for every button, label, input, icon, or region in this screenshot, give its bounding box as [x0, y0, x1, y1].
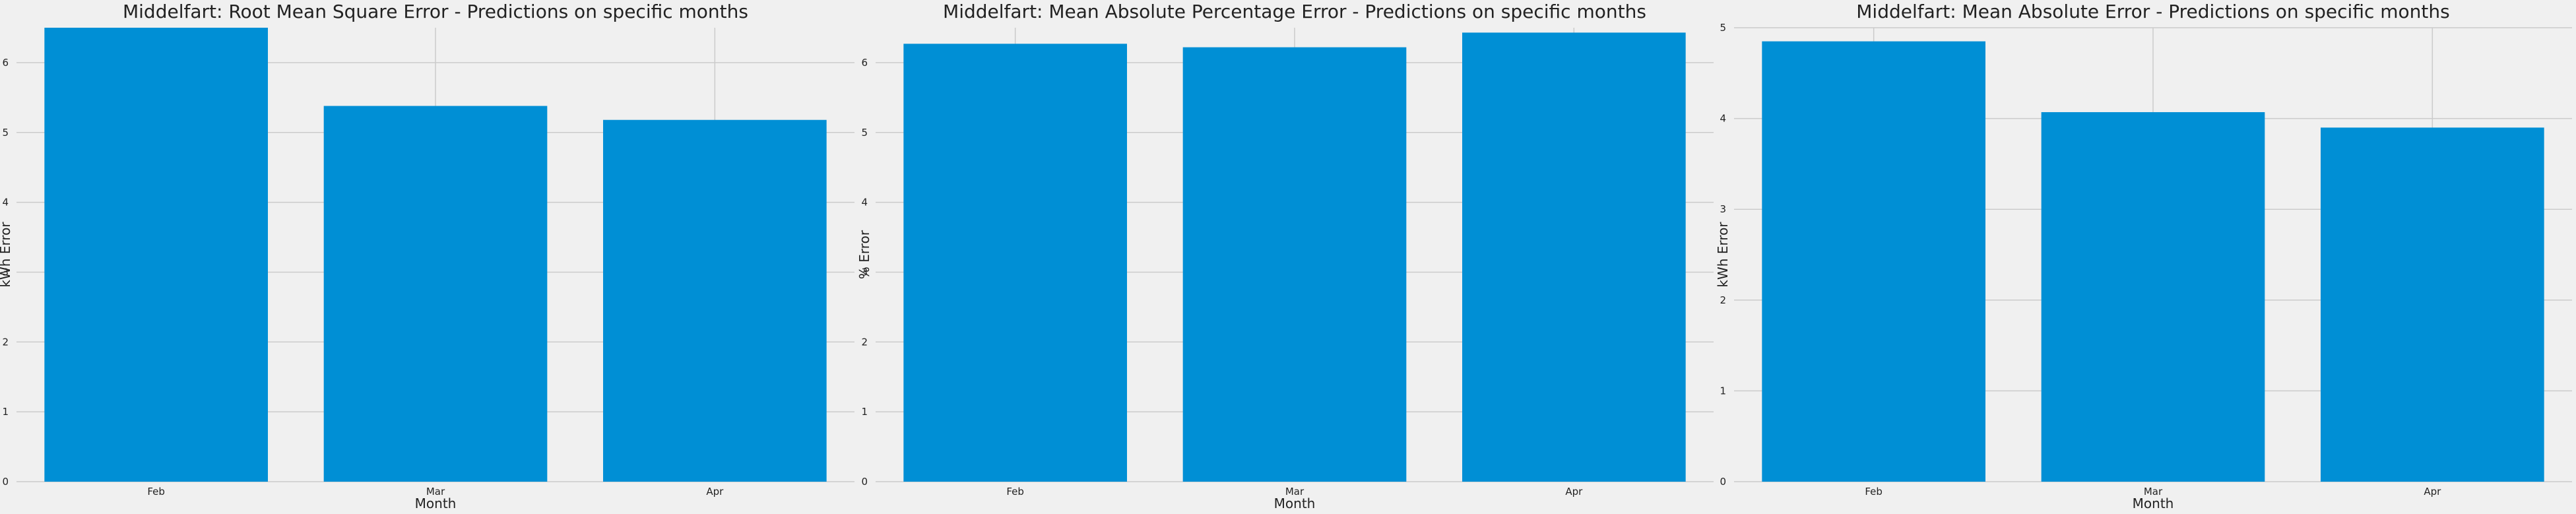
y-tick-label: 1	[861, 406, 868, 418]
y-axis-label: % Error	[856, 230, 872, 279]
x-axis-label: Month	[1274, 496, 1316, 511]
chart-title: Middelfart: Root Mean Square Error - Pre…	[123, 1, 748, 22]
x-tick-label: Feb	[1865, 486, 1883, 498]
bar-feb	[1762, 41, 1985, 482]
chart-title: Middelfart: Mean Absolute Error - Predic…	[1856, 1, 2449, 22]
y-tick-label: 3	[1720, 203, 1726, 215]
y-tick-label: 0	[1720, 476, 1726, 488]
bar-apr	[2321, 127, 2544, 482]
y-tick-label: 5	[861, 127, 868, 139]
y-tick-label: 4	[861, 197, 868, 209]
x-tick-label: Apr	[2424, 486, 2441, 498]
y-tick-label: 3	[861, 266, 868, 278]
y-tick-label: 5	[2, 127, 9, 139]
y-tick-label: 0	[861, 476, 868, 488]
bar-mar	[1182, 47, 1407, 482]
y-tick-label: 4	[2, 197, 9, 209]
x-tick-label: Mar	[1285, 486, 1304, 498]
mae-chart-panel: Middelfart: Mean Absolute Error - Predic…	[1715, 1, 2572, 511]
bar-feb	[44, 28, 268, 482]
y-tick-label: 5	[1720, 22, 1726, 34]
x-axis-label: Month	[415, 496, 457, 511]
bar-apr	[1462, 32, 1686, 482]
y-tick-label: 3	[2, 266, 9, 278]
x-tick-label: Feb	[1006, 486, 1024, 498]
x-axis-label: Month	[2133, 496, 2174, 511]
mape-chart-panel: Middelfart: Mean Absolute Percentage Err…	[856, 1, 1714, 511]
x-tick-label: Apr	[706, 486, 724, 498]
y-tick-label: 2	[1720, 294, 1726, 306]
bar-feb	[903, 44, 1127, 482]
y-tick-label: 1	[1720, 385, 1726, 397]
x-tick-label: Mar	[2144, 486, 2163, 498]
rmse-chart-panel: Middelfart: Root Mean Square Error - Pre…	[0, 1, 854, 511]
y-axis-label: kWh Error	[1715, 222, 1731, 288]
chart-title: Middelfart: Mean Absolute Percentage Err…	[943, 1, 1646, 22]
y-tick-label: 2	[2, 336, 9, 348]
y-tick-label: 2	[861, 336, 868, 348]
bar-mar	[2041, 112, 2265, 482]
y-tick-label: 1	[2, 406, 9, 418]
x-tick-label: Mar	[426, 486, 445, 498]
x-tick-label: Apr	[1565, 486, 1583, 498]
y-tick-label: 6	[861, 57, 868, 69]
y-tick-label: 4	[1720, 113, 1726, 125]
x-tick-label: Feb	[147, 486, 165, 498]
y-tick-label: 6	[2, 57, 9, 69]
bar-mar	[323, 106, 548, 482]
y-tick-label: 0	[2, 476, 9, 488]
y-axis-label: kWh Error	[0, 222, 13, 288]
bar-apr	[603, 119, 827, 482]
